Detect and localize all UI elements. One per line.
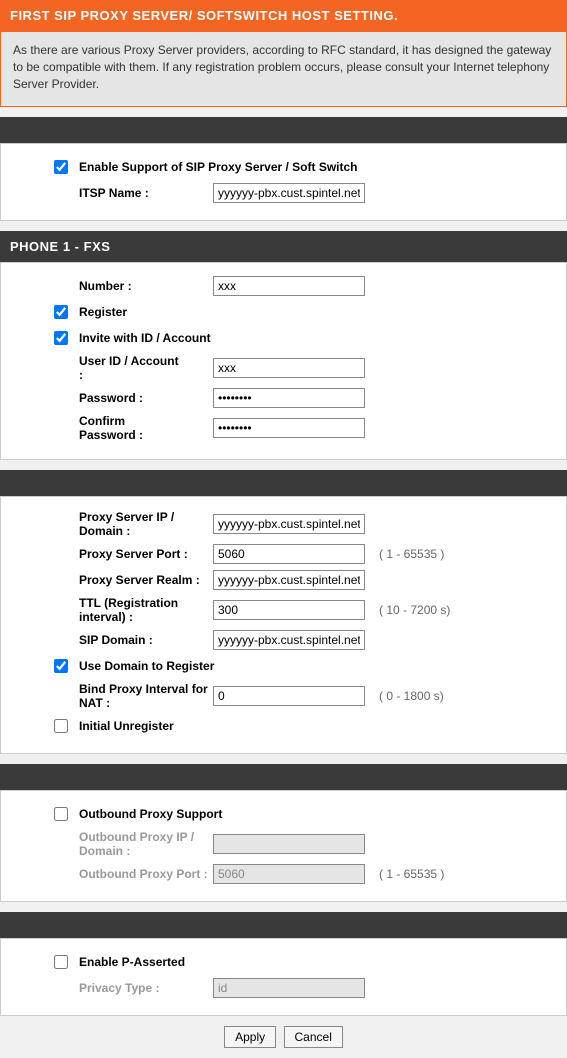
enable-sip-label: Enable Support of SIP Proxy Server / Sof… <box>79 160 358 174</box>
passerted-label: Enable P-Asserted <box>79 955 185 969</box>
section-bar-passerted <box>0 912 567 938</box>
proxy-ip-label: Proxy Server IP / Domain : <box>1 510 211 538</box>
ttl-input[interactable] <box>213 600 365 620</box>
outbound-port-hint: ( 1 - 65535 ) <box>369 867 444 881</box>
enable-sip-checkbox[interactable] <box>54 160 68 174</box>
invite-checkbox[interactable] <box>54 331 68 345</box>
passerted-section: Enable P-Asserted Privacy Type : <box>0 938 567 1016</box>
privacy-type-label: Privacy Type : <box>1 981 211 995</box>
proxy-realm-input[interactable] <box>213 570 365 590</box>
passerted-checkbox[interactable] <box>54 955 68 969</box>
outbound-section: Outbound Proxy Support Outbound Proxy IP… <box>0 790 567 902</box>
bind-label: Bind Proxy Interval for NAT : <box>1 682 211 710</box>
enable-section: Enable Support of SIP Proxy Server / Sof… <box>0 143 567 221</box>
info-box: As there are various Proxy Server provid… <box>0 31 567 107</box>
phone1-title: PHONE 1 - FXS <box>10 239 110 254</box>
cancel-button[interactable]: Cancel <box>284 1026 343 1048</box>
page-title-bar: FIRST SIP PROXY SERVER/ SOFTSWITCH HOST … <box>0 0 567 31</box>
userid-label: User ID / Account : <box>1 354 183 382</box>
section-bar-proxy <box>0 470 567 496</box>
usedomain-label: Use Domain to Register <box>79 659 214 673</box>
number-input[interactable] <box>213 276 365 296</box>
password-input[interactable] <box>213 388 365 408</box>
proxy-port-hint: ( 1 - 65535 ) <box>369 547 444 561</box>
initial-unregister-label: Initial Unregister <box>79 719 174 733</box>
section-bar-outbound <box>0 764 567 790</box>
outbound-port-label: Outbound Proxy Port : <box>1 867 211 881</box>
page-title: FIRST SIP PROXY SERVER/ SOFTSWITCH HOST … <box>10 8 398 23</box>
privacy-type-input <box>213 978 365 998</box>
itsp-name-input[interactable] <box>213 183 365 203</box>
outbound-support-checkbox[interactable] <box>54 807 68 821</box>
outbound-port-input <box>213 864 365 884</box>
proxy-realm-label: Proxy Server Realm : <box>1 573 211 587</box>
password-label: Password : <box>1 391 183 405</box>
userid-input[interactable] <box>213 358 365 378</box>
phone1-section: Number : Register Invite with ID / Accou… <box>0 262 567 460</box>
confirm-password-input[interactable] <box>213 418 365 438</box>
proxy-ip-input[interactable] <box>213 514 365 534</box>
ttl-label: TTL (Registration interval) : <box>1 596 211 624</box>
apply-button[interactable]: Apply <box>224 1026 276 1048</box>
section-bar-enable <box>0 117 567 143</box>
register-label: Register <box>79 305 127 319</box>
confirm-password-label: Confirm Password : <box>1 414 183 442</box>
sipdomain-input[interactable] <box>213 630 365 650</box>
sipdomain-label: SIP Domain : <box>1 633 211 647</box>
outbound-ip-input <box>213 834 365 854</box>
itsp-name-label: ITSP Name : <box>1 186 183 200</box>
button-row: Apply Cancel <box>0 1016 567 1058</box>
outbound-ip-label: Outbound Proxy IP / Domain : <box>1 830 211 858</box>
register-checkbox[interactable] <box>54 305 68 319</box>
proxy-port-input[interactable] <box>213 544 365 564</box>
usedomain-checkbox[interactable] <box>54 659 68 673</box>
invite-label: Invite with ID / Account <box>79 331 211 345</box>
number-label: Number : <box>1 279 183 293</box>
proxy-port-label: Proxy Server Port : <box>1 547 211 561</box>
bind-hint: ( 0 - 1800 s) <box>369 689 444 703</box>
phone1-section-bar: PHONE 1 - FXS <box>0 231 567 262</box>
proxy-section: Proxy Server IP / Domain : Proxy Server … <box>0 496 567 754</box>
outbound-support-label: Outbound Proxy Support <box>79 807 222 821</box>
initial-unregister-checkbox[interactable] <box>54 719 68 733</box>
ttl-hint: ( 10 - 7200 s) <box>369 603 450 617</box>
bind-input[interactable] <box>213 686 365 706</box>
info-text: As there are various Proxy Server provid… <box>13 43 551 91</box>
